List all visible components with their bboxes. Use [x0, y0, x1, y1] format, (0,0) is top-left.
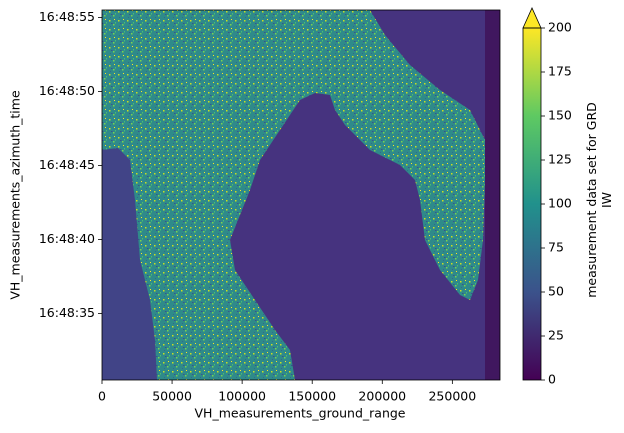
image [102, 10, 500, 380]
x-tick-label: 50000 [152, 389, 192, 404]
x-tick-label: 0 [98, 389, 106, 404]
no-data-strip [485, 10, 500, 380]
plot-frame [101, 9, 501, 381]
colorbar-tick-label: 200 [548, 20, 572, 35]
colorbar-tick-label: 150 [548, 108, 572, 123]
x-tick-label: 100000 [218, 389, 266, 404]
colorbar-tick-label: 25 [548, 328, 564, 343]
colorbar-tick-label: 125 [548, 152, 572, 167]
colorbar-tick-label: 75 [548, 240, 564, 255]
colorbar-tick-label: 175 [548, 64, 572, 79]
x-tick-label: 200000 [358, 389, 406, 404]
sea-west [102, 148, 157, 380]
y-tick-label: 16:48:40 [39, 231, 95, 246]
x-tick-label: 250000 [428, 389, 476, 404]
sea-gulf [230, 10, 500, 380]
colorbar-extend [522, 7, 542, 29]
y-tick-label: 16:48:55 [39, 9, 95, 24]
y-tick-label: 16:48:35 [39, 305, 95, 320]
x-axis-label: VH_measurements_ground_range [195, 406, 406, 421]
colorbar-tick-label: 50 [548, 284, 564, 299]
colorbar-tick-label: 0 [548, 372, 556, 387]
y-tick-label: 16:48:45 [39, 157, 95, 172]
colorbar [523, 28, 541, 380]
x-tick-label: 150000 [288, 389, 336, 404]
colorbar-tick-label: 100 [548, 196, 572, 211]
y-axis-label: VH_measurements_azimuth_time [8, 90, 23, 300]
colorbar-label: measurement data set for GRDIW [584, 102, 614, 298]
y-tick-label: 16:48:50 [39, 83, 95, 98]
